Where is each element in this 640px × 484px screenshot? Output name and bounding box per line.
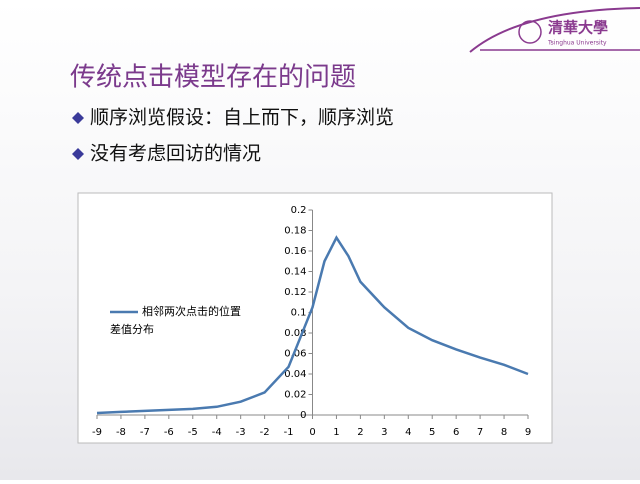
y-tick-label: 0.18 — [284, 226, 306, 237]
x-tick-label: 4 — [405, 427, 411, 438]
x-tick-label: -7 — [140, 427, 150, 438]
bullet: 没有考虑回访的情况 — [90, 143, 261, 165]
x-tick-label: -3 — [236, 427, 246, 438]
slide-title: 传统点击模型存在的问题 — [70, 63, 356, 93]
x-tick-label: 6 — [453, 427, 459, 438]
chart: 0 0.02 0.04 0.06 0.08 0.1 0.12 0.14 0.16 0.18 0.2 -… — [92, 205, 531, 438]
logo-arc — [469, 7, 640, 53]
x-tick-label: 1 — [333, 427, 339, 438]
y-tick-label: 0.1 — [291, 308, 307, 319]
y-tick-label: 0.14 — [284, 267, 306, 278]
y-tick-label: 0.16 — [284, 246, 306, 257]
y-tick-label: 0.08 — [284, 328, 306, 339]
x-tick-label: -5 — [188, 427, 198, 438]
chart-frame — [77, 192, 553, 444]
x-tick-label: 0 — [309, 427, 315, 438]
y-tick-label: 0.04 — [284, 369, 306, 380]
y-tick-label: 0.02 — [284, 390, 306, 401]
x-tick-label: 8 — [501, 427, 507, 438]
x-tick-label: 7 — [477, 427, 483, 438]
bullet: 顺序浏览假设：自上而下，顺序浏览 — [90, 107, 394, 129]
y-tick-label: 0.2 — [291, 205, 307, 216]
x-tick-label: -6 — [164, 427, 174, 438]
x-tick-label: 2 — [357, 427, 363, 438]
y-tick-label: 0.12 — [284, 287, 306, 298]
x-tick-label: -9 — [92, 427, 102, 438]
x-tick-label: -1 — [284, 427, 294, 438]
x-tick-label: -2 — [260, 427, 270, 438]
logo-seal — [518, 20, 542, 44]
logo-subtitle: Tsinghua University — [547, 40, 607, 47]
y-tick-label: 0.06 — [284, 349, 306, 360]
bullet-icon — [72, 112, 84, 124]
logo-name: 清華大學 — [548, 19, 608, 37]
x-tick-label: 9 — [525, 427, 531, 438]
legend-label: 相邻两次点击的位置差值分布 — [110, 304, 241, 336]
line — [96, 235, 529, 415]
y-tick-label: 0 — [300, 410, 306, 421]
x-tick-label: 5 — [429, 427, 435, 438]
bullet-icon — [72, 148, 84, 160]
x-tick-label: 3 — [381, 427, 387, 438]
x-tick-label: -8 — [116, 427, 126, 438]
x-tick-label: -4 — [212, 427, 222, 438]
